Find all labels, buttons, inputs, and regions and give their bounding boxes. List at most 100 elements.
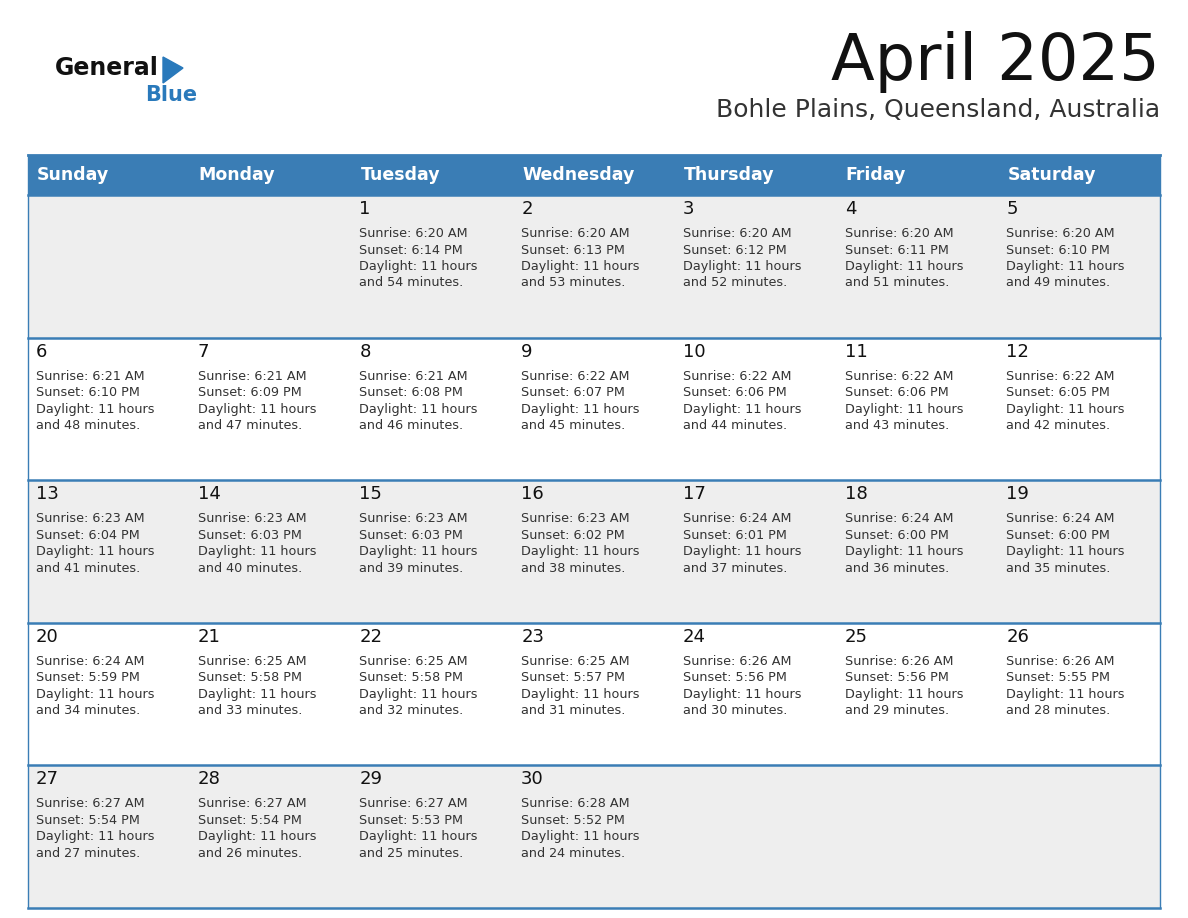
Text: Sunset: 6:05 PM: Sunset: 6:05 PM <box>1006 386 1110 399</box>
Text: Daylight: 11 hours: Daylight: 11 hours <box>1006 545 1125 558</box>
Text: Daylight: 11 hours: Daylight: 11 hours <box>845 260 963 273</box>
Text: and 54 minutes.: and 54 minutes. <box>360 276 463 289</box>
Text: Sunday: Sunday <box>37 166 109 184</box>
Bar <box>513 155 675 195</box>
Text: 2: 2 <box>522 200 532 218</box>
Text: Sunrise: 6:27 AM: Sunrise: 6:27 AM <box>360 798 468 811</box>
Text: Daylight: 11 hours: Daylight: 11 hours <box>360 260 478 273</box>
Text: and 32 minutes.: and 32 minutes. <box>360 704 463 717</box>
Text: Sunset: 6:06 PM: Sunset: 6:06 PM <box>683 386 786 399</box>
Text: Sunset: 6:14 PM: Sunset: 6:14 PM <box>360 243 463 256</box>
Text: Sunset: 5:58 PM: Sunset: 5:58 PM <box>360 671 463 684</box>
Text: and 24 minutes.: and 24 minutes. <box>522 847 625 860</box>
Text: and 53 minutes.: and 53 minutes. <box>522 276 626 289</box>
Text: Daylight: 11 hours: Daylight: 11 hours <box>522 403 639 416</box>
Text: 17: 17 <box>683 486 706 503</box>
Text: and 46 minutes.: and 46 minutes. <box>360 420 463 432</box>
Text: and 30 minutes.: and 30 minutes. <box>683 704 788 717</box>
Text: Sunset: 6:11 PM: Sunset: 6:11 PM <box>845 243 948 256</box>
Text: Sunrise: 6:25 AM: Sunrise: 6:25 AM <box>197 655 307 667</box>
Text: Daylight: 11 hours: Daylight: 11 hours <box>197 688 316 700</box>
Text: Sunrise: 6:21 AM: Sunrise: 6:21 AM <box>36 370 145 383</box>
Text: and 26 minutes.: and 26 minutes. <box>197 847 302 860</box>
Text: Sunset: 5:56 PM: Sunset: 5:56 PM <box>845 671 948 684</box>
Text: Sunrise: 6:23 AM: Sunrise: 6:23 AM <box>36 512 145 525</box>
Text: and 48 minutes.: and 48 minutes. <box>36 420 140 432</box>
Text: Daylight: 11 hours: Daylight: 11 hours <box>522 831 639 844</box>
Text: Sunset: 6:03 PM: Sunset: 6:03 PM <box>197 529 302 542</box>
Text: Daylight: 11 hours: Daylight: 11 hours <box>197 831 316 844</box>
Text: and 27 minutes.: and 27 minutes. <box>36 847 140 860</box>
Text: and 41 minutes.: and 41 minutes. <box>36 562 140 575</box>
Text: Sunset: 6:10 PM: Sunset: 6:10 PM <box>36 386 140 399</box>
Text: 6: 6 <box>36 342 48 361</box>
Text: Sunrise: 6:22 AM: Sunrise: 6:22 AM <box>1006 370 1114 383</box>
Text: Sunrise: 6:24 AM: Sunrise: 6:24 AM <box>36 655 145 667</box>
Text: Sunset: 5:59 PM: Sunset: 5:59 PM <box>36 671 140 684</box>
Text: Sunrise: 6:21 AM: Sunrise: 6:21 AM <box>360 370 468 383</box>
Text: 20: 20 <box>36 628 58 645</box>
Text: 16: 16 <box>522 486 544 503</box>
Text: Sunset: 6:12 PM: Sunset: 6:12 PM <box>683 243 786 256</box>
Bar <box>29 622 1159 766</box>
Text: 29: 29 <box>360 770 383 789</box>
Text: and 38 minutes.: and 38 minutes. <box>522 562 626 575</box>
Text: 24: 24 <box>683 628 706 645</box>
Text: 30: 30 <box>522 770 544 789</box>
Text: Daylight: 11 hours: Daylight: 11 hours <box>522 688 639 700</box>
Text: 28: 28 <box>197 770 221 789</box>
Text: 10: 10 <box>683 342 706 361</box>
Text: Sunrise: 6:22 AM: Sunrise: 6:22 AM <box>845 370 953 383</box>
Text: and 34 minutes.: and 34 minutes. <box>36 704 140 717</box>
Text: 25: 25 <box>845 628 867 645</box>
Text: Sunrise: 6:22 AM: Sunrise: 6:22 AM <box>683 370 791 383</box>
Text: 3: 3 <box>683 200 694 218</box>
Text: Sunrise: 6:24 AM: Sunrise: 6:24 AM <box>1006 512 1114 525</box>
Text: Sunset: 6:00 PM: Sunset: 6:00 PM <box>1006 529 1110 542</box>
Text: 4: 4 <box>845 200 857 218</box>
Text: Daylight: 11 hours: Daylight: 11 hours <box>36 545 154 558</box>
Text: and 43 minutes.: and 43 minutes. <box>845 420 949 432</box>
Bar <box>352 155 513 195</box>
Text: Daylight: 11 hours: Daylight: 11 hours <box>683 260 802 273</box>
Bar <box>998 155 1159 195</box>
Text: Sunrise: 6:22 AM: Sunrise: 6:22 AM <box>522 370 630 383</box>
Text: Blue: Blue <box>145 85 197 105</box>
Text: Sunrise: 6:27 AM: Sunrise: 6:27 AM <box>36 798 145 811</box>
Text: Daylight: 11 hours: Daylight: 11 hours <box>360 831 478 844</box>
Text: Sunset: 6:00 PM: Sunset: 6:00 PM <box>845 529 948 542</box>
Text: Sunrise: 6:24 AM: Sunrise: 6:24 AM <box>683 512 791 525</box>
Text: Sunset: 5:53 PM: Sunset: 5:53 PM <box>360 814 463 827</box>
Text: Sunset: 6:08 PM: Sunset: 6:08 PM <box>360 386 463 399</box>
Text: Sunset: 6:06 PM: Sunset: 6:06 PM <box>845 386 948 399</box>
Text: Daylight: 11 hours: Daylight: 11 hours <box>360 545 478 558</box>
Text: Daylight: 11 hours: Daylight: 11 hours <box>1006 688 1125 700</box>
Text: Sunset: 5:54 PM: Sunset: 5:54 PM <box>197 814 302 827</box>
Text: Sunset: 6:09 PM: Sunset: 6:09 PM <box>197 386 302 399</box>
Text: Sunset: 6:13 PM: Sunset: 6:13 PM <box>522 243 625 256</box>
Text: and 44 minutes.: and 44 minutes. <box>683 420 786 432</box>
Text: and 37 minutes.: and 37 minutes. <box>683 562 788 575</box>
Text: Sunrise: 6:25 AM: Sunrise: 6:25 AM <box>522 655 630 667</box>
Text: Sunset: 6:02 PM: Sunset: 6:02 PM <box>522 529 625 542</box>
Text: Daylight: 11 hours: Daylight: 11 hours <box>522 545 639 558</box>
Bar <box>29 766 1159 908</box>
Text: Sunrise: 6:28 AM: Sunrise: 6:28 AM <box>522 798 630 811</box>
Text: Bohle Plains, Queensland, Australia: Bohle Plains, Queensland, Australia <box>716 98 1159 122</box>
Text: Daylight: 11 hours: Daylight: 11 hours <box>683 403 802 416</box>
Text: Friday: Friday <box>846 166 906 184</box>
Text: Daylight: 11 hours: Daylight: 11 hours <box>360 403 478 416</box>
Text: Sunrise: 6:26 AM: Sunrise: 6:26 AM <box>1006 655 1114 667</box>
Polygon shape <box>163 57 183 83</box>
Text: 7: 7 <box>197 342 209 361</box>
Text: Sunset: 5:58 PM: Sunset: 5:58 PM <box>197 671 302 684</box>
Bar <box>836 155 998 195</box>
Text: Daylight: 11 hours: Daylight: 11 hours <box>845 545 963 558</box>
Text: Daylight: 11 hours: Daylight: 11 hours <box>197 545 316 558</box>
Text: Sunset: 6:10 PM: Sunset: 6:10 PM <box>1006 243 1110 256</box>
Text: Sunrise: 6:27 AM: Sunrise: 6:27 AM <box>197 798 307 811</box>
Text: and 33 minutes.: and 33 minutes. <box>197 704 302 717</box>
Text: Sunrise: 6:20 AM: Sunrise: 6:20 AM <box>360 227 468 240</box>
Bar <box>190 155 352 195</box>
Text: and 42 minutes.: and 42 minutes. <box>1006 420 1111 432</box>
